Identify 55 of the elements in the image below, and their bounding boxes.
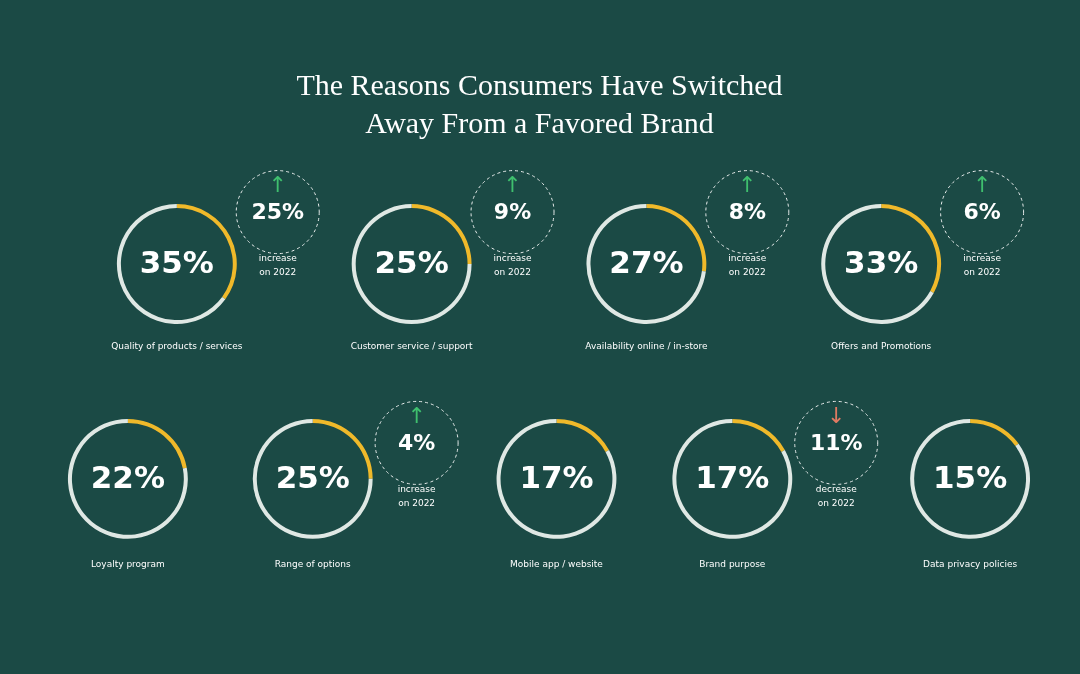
text: ↑ (268, 172, 287, 198)
text: on 2022 (259, 267, 297, 278)
text: The Reasons Consumers Have Switched Away From a Favored Brand (296, 68, 783, 140)
text: 6% (963, 199, 1001, 225)
text: on 2022 (963, 267, 1001, 278)
data-label: 15% (933, 458, 1008, 495)
data-label: 27% (609, 244, 684, 281)
data-label: 33% (844, 244, 919, 281)
text: on 2022 (817, 497, 855, 508)
data-label: 25% (374, 244, 449, 281)
data-label: 17% (695, 458, 770, 495)
text: increase (963, 253, 1002, 264)
data-label: 35% (139, 244, 214, 281)
donut-slice (252, 418, 373, 539)
donut-slice (821, 204, 934, 324)
text: on 2022 (494, 267, 531, 278)
text: ↑ (972, 172, 992, 198)
text: 11% (809, 429, 863, 455)
donut-slice (556, 418, 610, 452)
data-label: 25% (275, 458, 350, 495)
donut-slice (970, 418, 1019, 446)
text: Offers and Promotions (831, 340, 932, 351)
text: Availability online / in-store (585, 340, 708, 351)
text: increase (493, 253, 532, 264)
text: Loyalty program (91, 558, 165, 569)
text: on 2022 (728, 267, 766, 278)
text: increase (258, 253, 298, 264)
text: increase (397, 483, 437, 494)
donut-slice (496, 418, 617, 539)
text: ↑ (503, 172, 522, 198)
donut-slice (732, 418, 785, 452)
donut-slice (586, 204, 706, 324)
text: 8% (728, 199, 766, 225)
text: ↓ (827, 402, 846, 428)
text: Customer service / support (350, 340, 474, 351)
data-label: 22% (90, 458, 165, 495)
text: Quality of products / services (111, 340, 243, 351)
donut-slice (67, 418, 188, 539)
text: Brand purpose (699, 558, 766, 569)
text: on 2022 (398, 497, 436, 508)
donut-slice (672, 418, 793, 539)
text: decrease (815, 483, 858, 494)
text: Range of options (274, 558, 351, 569)
donut-slice (910, 418, 1031, 539)
text: ↑ (738, 172, 757, 198)
text: Mobile app / website (510, 558, 604, 569)
text: Data privacy policies (923, 558, 1018, 569)
donut-slice (116, 204, 226, 324)
text: 9% (493, 199, 532, 225)
text: 4% (397, 429, 436, 455)
text: ↑ (407, 402, 426, 428)
text: 25% (251, 199, 305, 225)
text: increase (728, 253, 767, 264)
data-label: 17% (519, 458, 594, 495)
donut-slice (351, 204, 472, 324)
